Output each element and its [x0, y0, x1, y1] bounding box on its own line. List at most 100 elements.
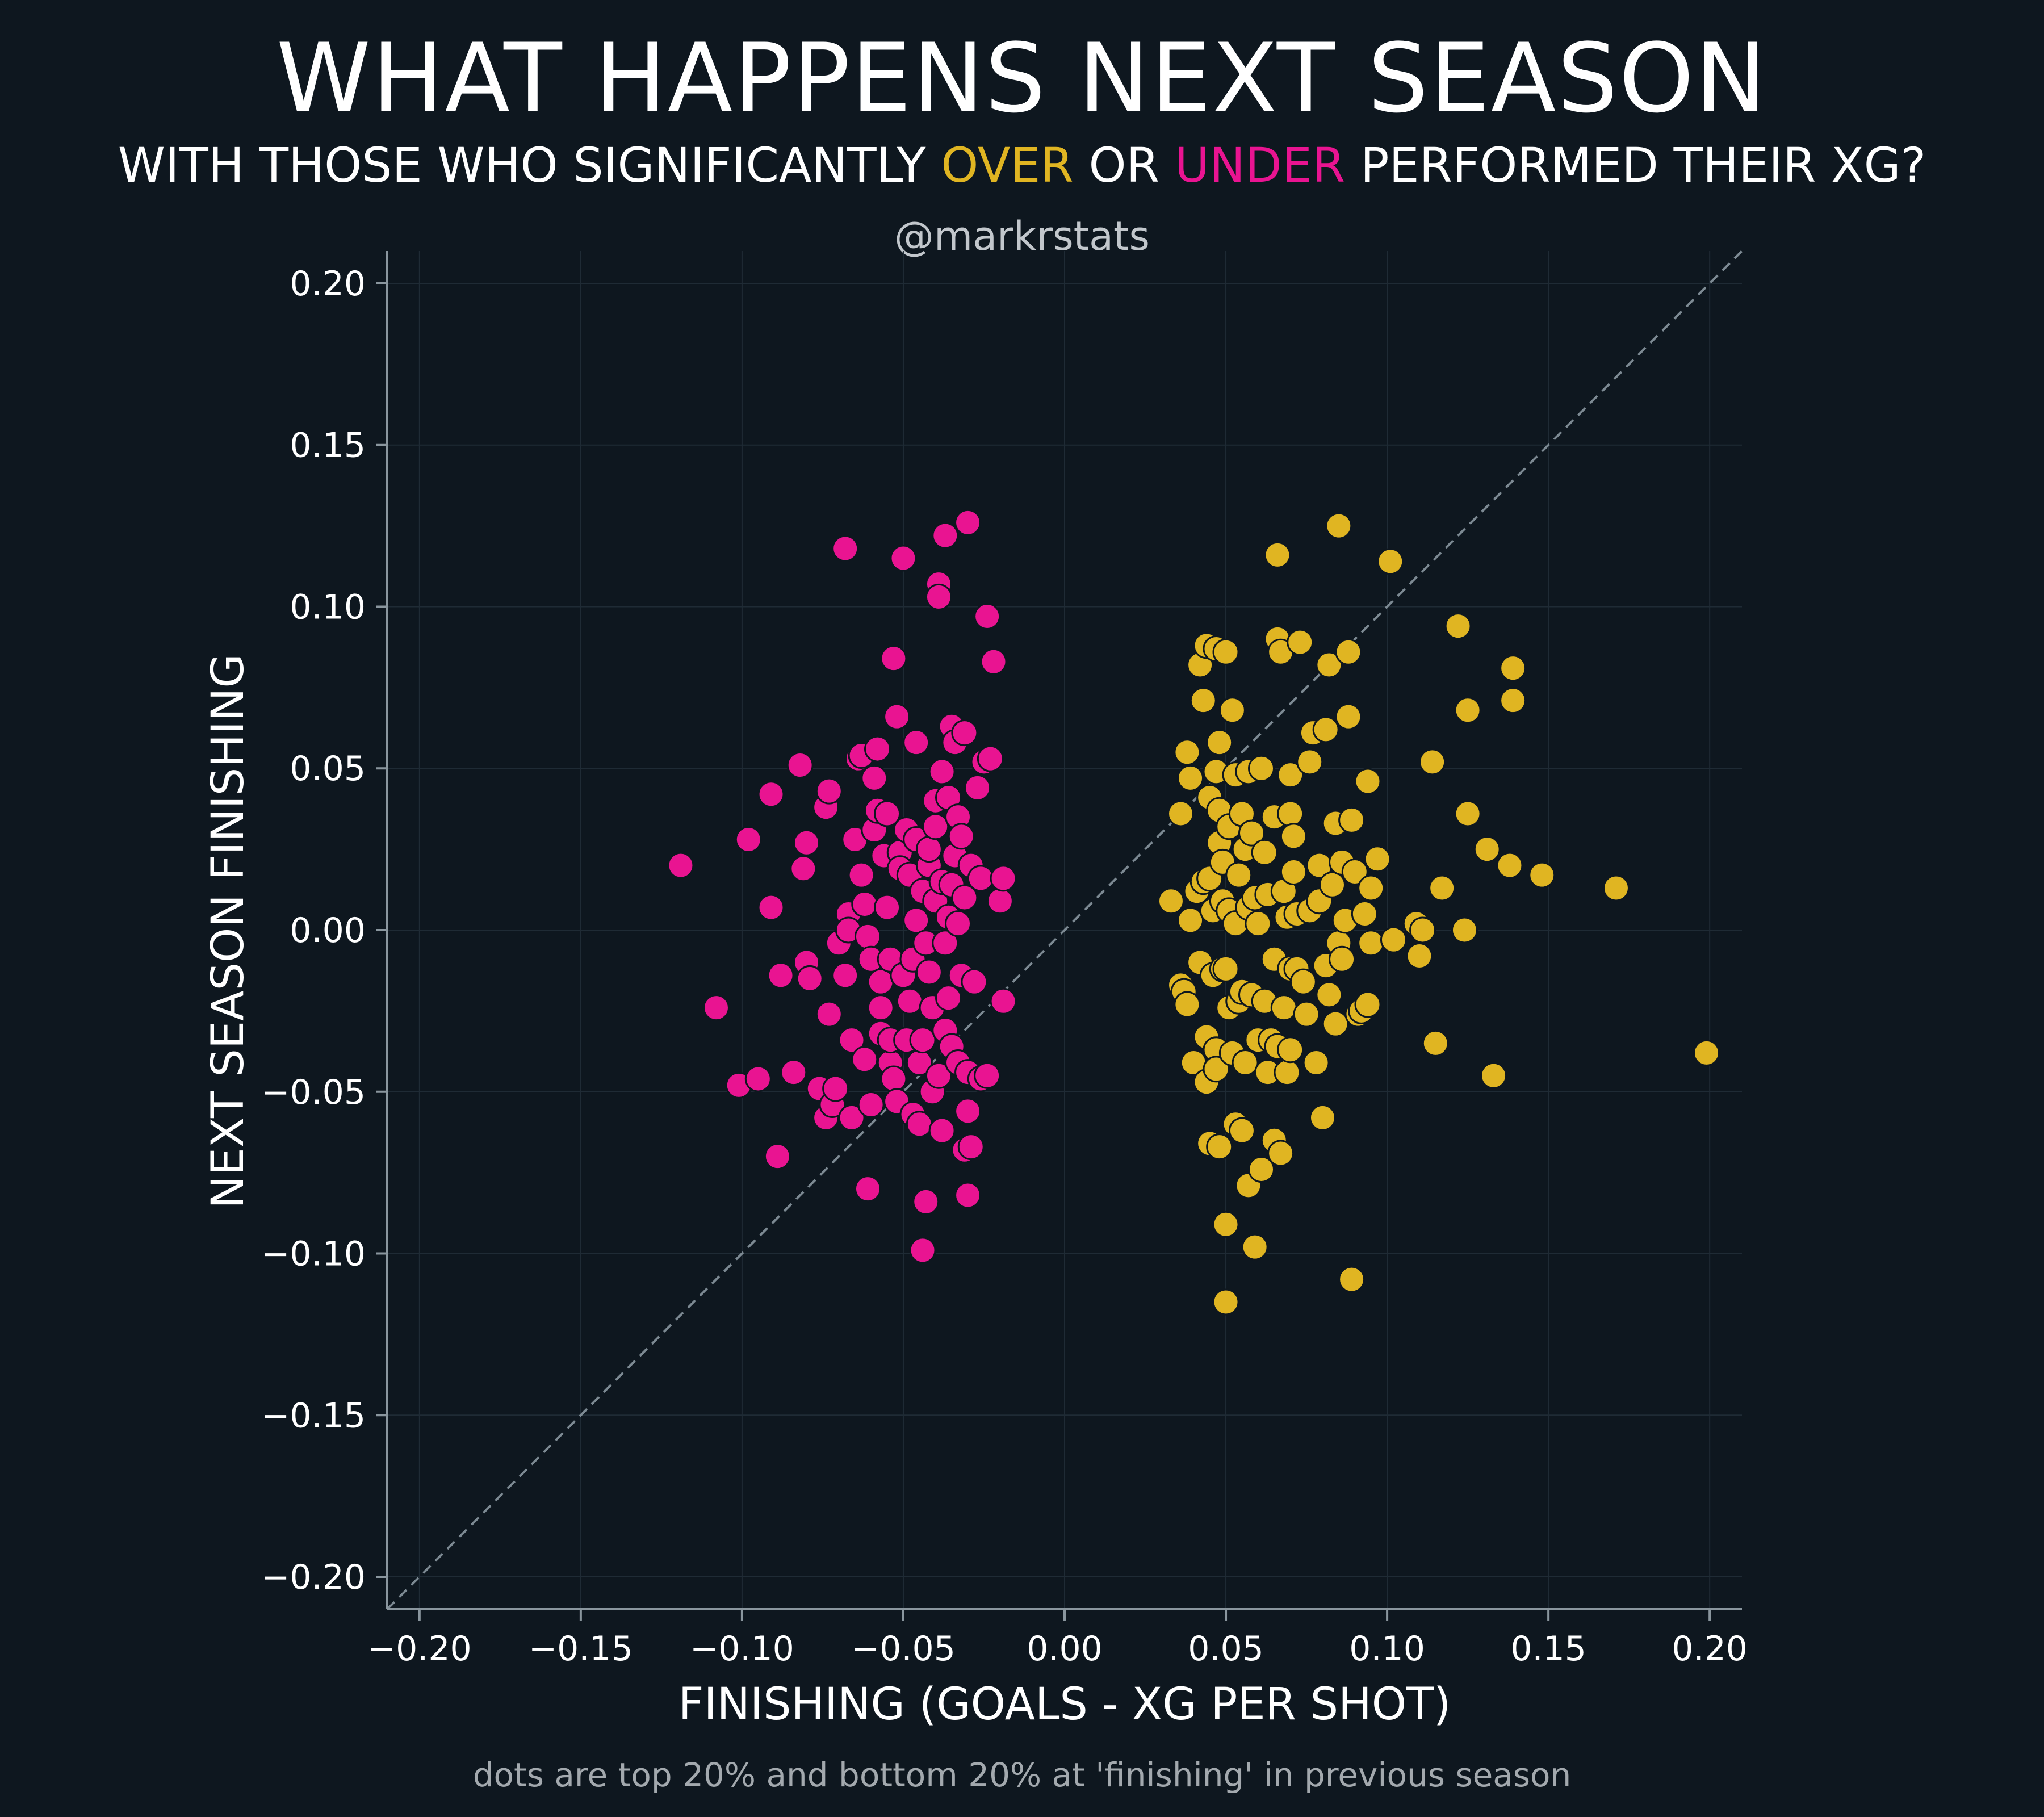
over-data-point	[1167, 800, 1195, 827]
over-data-point	[1309, 1104, 1336, 1131]
under-data-point	[744, 1065, 772, 1092]
over-data-point	[1454, 800, 1481, 827]
over-data-point	[1157, 887, 1184, 915]
over-data-point	[1377, 548, 1404, 575]
under-data-point	[961, 968, 988, 995]
subtitle-mid: OR	[1073, 137, 1175, 193]
under-data-point	[757, 781, 785, 808]
over-data-point	[1480, 1062, 1507, 1089]
over-data-point	[1177, 907, 1204, 934]
y-tick-label: 0.05	[290, 749, 366, 789]
x-tick-label: 0.15	[1510, 1629, 1586, 1669]
under-data-point	[951, 884, 978, 911]
under-data-point	[967, 865, 994, 892]
over-data-point	[1296, 748, 1323, 776]
over-data-point	[1218, 697, 1246, 724]
over-data-point	[1270, 994, 1297, 1021]
under-data-point	[822, 1075, 849, 1102]
under-data-point	[854, 1175, 881, 1203]
over-data-point	[1409, 916, 1436, 944]
over-data-point	[1473, 836, 1501, 863]
under-data-point	[980, 648, 1007, 675]
over-data-point	[1232, 1049, 1259, 1077]
under-data-point	[909, 1237, 936, 1264]
x-tick-label: −0.05	[851, 1629, 956, 1669]
over-data-point	[1496, 852, 1523, 879]
under-data-point	[922, 813, 949, 840]
x-tick-label: −0.10	[690, 1629, 794, 1669]
y-tick-label: 0.10	[290, 587, 366, 627]
under-data-point	[883, 703, 911, 730]
under-data-point	[928, 1117, 956, 1144]
under-data-point	[903, 907, 930, 934]
under-data-point	[964, 774, 991, 801]
y-tick-label: 0.00	[290, 911, 366, 951]
reference-line	[386, 250, 1743, 1610]
over-data-point	[1422, 1029, 1449, 1057]
under-data-point	[925, 583, 952, 610]
over-data-point	[1528, 861, 1556, 889]
under-data-point	[906, 1111, 933, 1138]
subtitle-under-word: UNDER	[1174, 137, 1346, 193]
chart-subtitle: WITH THOSE WHO SIGNIFICANTLY OVER OR UND…	[0, 137, 2044, 193]
author-handle: @markrstats	[894, 213, 1150, 259]
over-data-point	[1406, 943, 1433, 970]
under-data-point	[954, 1182, 982, 1209]
over-data-point	[1228, 1117, 1255, 1144]
y-tick-label: −0.10	[261, 1234, 366, 1274]
subtitle-over-word: OVER	[941, 137, 1074, 193]
under-data-point	[667, 852, 694, 879]
over-data-point	[1419, 748, 1446, 776]
under-data-point	[880, 1065, 907, 1092]
under-data-point	[832, 535, 859, 562]
under-data-point	[764, 1143, 791, 1170]
over-data-point	[1451, 916, 1478, 944]
over-data-point	[1238, 819, 1265, 847]
under-data-point	[874, 800, 901, 827]
under-data-point	[867, 968, 894, 995]
over-data-point	[1203, 1056, 1230, 1083]
under-data-point	[928, 758, 956, 785]
under-data-point	[915, 958, 943, 986]
x-axis-title: FINISHING (GOALS - XG PER SHOT)	[678, 1679, 1451, 1730]
under-data-point	[864, 735, 891, 763]
over-data-point	[1602, 874, 1630, 902]
y-tick-label: −0.20	[261, 1558, 366, 1597]
over-data-point	[1177, 764, 1204, 792]
under-data-point	[854, 923, 881, 950]
over-data-point	[1364, 845, 1391, 873]
under-data-point	[945, 910, 972, 937]
under-data-point	[735, 826, 762, 853]
over-data-point	[1251, 839, 1278, 866]
x-tick-label: −0.20	[367, 1629, 472, 1669]
under-data-point	[857, 1091, 885, 1119]
over-data-point	[1354, 768, 1381, 795]
under-data-point	[896, 987, 923, 1015]
under-data-point	[986, 887, 1013, 915]
under-data-point	[815, 1000, 843, 1028]
under-data-point	[702, 994, 730, 1021]
under-data-point	[838, 1027, 865, 1054]
over-data-point	[1280, 823, 1307, 850]
under-data-point	[912, 1188, 940, 1215]
over-data-point	[1287, 629, 1314, 656]
tick-labels: −0.20 −0.15 −0.10 −0.05 0.00 0.05 0.10 0.15 0.20…	[261, 264, 1748, 1669]
y-tick-label: 0.20	[290, 264, 366, 304]
over-data-point	[1316, 651, 1343, 679]
over-data-point	[1289, 968, 1317, 995]
over-data-point	[1358, 930, 1385, 957]
subtitle-prefix: WITH THOSE WHO SIGNIFICANTLY	[118, 137, 941, 193]
over-data-point	[1241, 1233, 1268, 1261]
over-data-point	[1312, 716, 1339, 743]
over-data-point	[1354, 991, 1381, 1018]
under-data-point	[780, 1059, 807, 1086]
over-data-point	[1248, 755, 1275, 782]
y-tick-label: −0.15	[261, 1396, 366, 1435]
under-data-point	[793, 829, 820, 856]
over-data-point	[1444, 613, 1472, 640]
chart-title: WHAT HAPPENS NEXT SEASON	[276, 23, 1768, 134]
over-data-point	[1277, 800, 1304, 827]
over-data-point	[1274, 1059, 1301, 1086]
under-data-point	[796, 965, 823, 992]
under-data-point	[935, 985, 962, 1012]
